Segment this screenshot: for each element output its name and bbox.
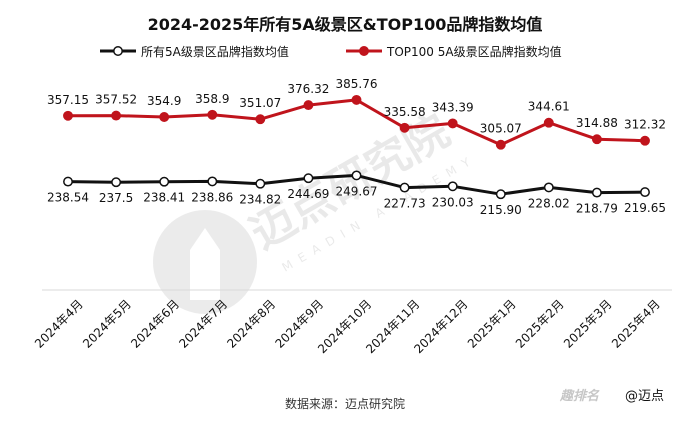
data-label: 335.58: [384, 105, 426, 119]
data-label: 312.32: [624, 118, 666, 132]
data-point: [640, 187, 650, 198]
data-point: [111, 177, 122, 188]
data-label: 354.9: [147, 94, 181, 108]
data-point: [255, 114, 266, 125]
data-label: 237.5: [99, 191, 133, 205]
x-tick-label: 2025年2月: [513, 297, 567, 351]
source-note: 数据来源：迈点研究院: [285, 396, 405, 411]
data-point: [543, 182, 554, 193]
data-point: [351, 94, 362, 105]
data-point: [207, 109, 218, 120]
footer-logo-text: 趣排名: [559, 388, 600, 404]
data-point: [399, 182, 410, 193]
data-point: [543, 117, 554, 128]
x-tick-label: 2024年6月: [128, 297, 182, 351]
data-point: [495, 189, 506, 200]
data-point: [399, 122, 410, 133]
watermark: 迈点研究院 MEADIN ACADEMY: [153, 105, 479, 314]
data-label: 215.90: [480, 203, 522, 217]
x-tick-label: 2025年1月: [465, 297, 519, 351]
x-axis-ticks: 2024年4月2024年5月2024年6月2024年7月2024年8月2024年…: [32, 297, 663, 356]
data-label: 228.02: [528, 196, 570, 210]
x-tick-label: 2025年4月: [609, 297, 663, 351]
series-top100: 357.15 357.52 354.9 358.9 351.07 376.32 385.76…: [47, 77, 666, 150]
data-label: 357.15: [47, 93, 89, 107]
data-label: 314.88: [576, 116, 618, 130]
data-label: 227.73: [384, 197, 426, 211]
data-label: 238.41: [143, 191, 185, 205]
data-point: [63, 110, 73, 121]
data-point: [207, 176, 218, 187]
data-point: [303, 100, 314, 111]
data-point: [303, 173, 314, 184]
legend: 所有5A级景区品牌指数均值 TOP100 5A级景区品牌指数均值: [100, 44, 562, 59]
watermark-tower-icon: [190, 228, 220, 300]
data-point: [255, 178, 266, 189]
watermark-logo-icon: [153, 210, 257, 314]
data-point: [351, 170, 362, 181]
legend-label-top100: TOP100 5A级景区品牌指数均值: [386, 44, 562, 59]
legend-item-top100: TOP100 5A级景区品牌指数均值: [346, 44, 562, 59]
data-label: 358.9: [195, 92, 229, 106]
data-label: 305.07: [480, 122, 522, 136]
x-tick-label: 2024年4月: [32, 297, 86, 351]
data-point: [159, 112, 170, 122]
data-label: 234.82: [239, 193, 281, 207]
data-point: [447, 118, 458, 129]
data-label: 219.65: [624, 201, 666, 215]
legend-marker-all: [113, 46, 123, 56]
data-label: 238.54: [47, 191, 89, 205]
footer-brand: 趣排名 @迈点: [559, 388, 664, 404]
data-point: [447, 181, 458, 192]
legend-item-all: 所有5A级景区品牌指数均值: [100, 44, 289, 59]
footer-handle: @迈点: [625, 389, 664, 404]
data-point: [640, 135, 650, 146]
data-label: 249.67: [336, 184, 378, 198]
series-all-5a: 238.54 237.5 238.41 238.86 234.82 244.69 249.6…: [47, 170, 666, 217]
data-point: [63, 176, 73, 187]
data-label: 385.76: [336, 77, 378, 91]
legend-marker-top100: [359, 46, 369, 56]
data-point: [159, 176, 170, 187]
data-label: 343.39: [432, 100, 474, 114]
data-label: 218.79: [576, 202, 618, 216]
data-point: [591, 134, 602, 145]
data-point: [591, 187, 602, 198]
data-label: 376.32: [287, 82, 329, 96]
data-label: 357.52: [95, 93, 137, 107]
data-label: 344.61: [528, 100, 570, 114]
data-point: [111, 110, 122, 121]
legend-label-all: 所有5A级景区品牌指数均值: [141, 44, 289, 59]
data-point: [495, 139, 506, 150]
x-tick-label: 2025年3月: [561, 297, 615, 351]
chart-title: 2024-2025年所有5A级景区&TOP100品牌指数均值: [148, 15, 543, 34]
data-label: 230.03: [432, 195, 474, 209]
x-tick-label: 2024年5月: [80, 297, 134, 351]
data-label: 351.07: [239, 96, 281, 110]
series-layer: 238.54 237.5 238.41 238.86 234.82 244.69 249.6…: [47, 77, 666, 217]
data-label: 244.69: [287, 187, 329, 201]
data-label: 238.86: [191, 190, 233, 204]
